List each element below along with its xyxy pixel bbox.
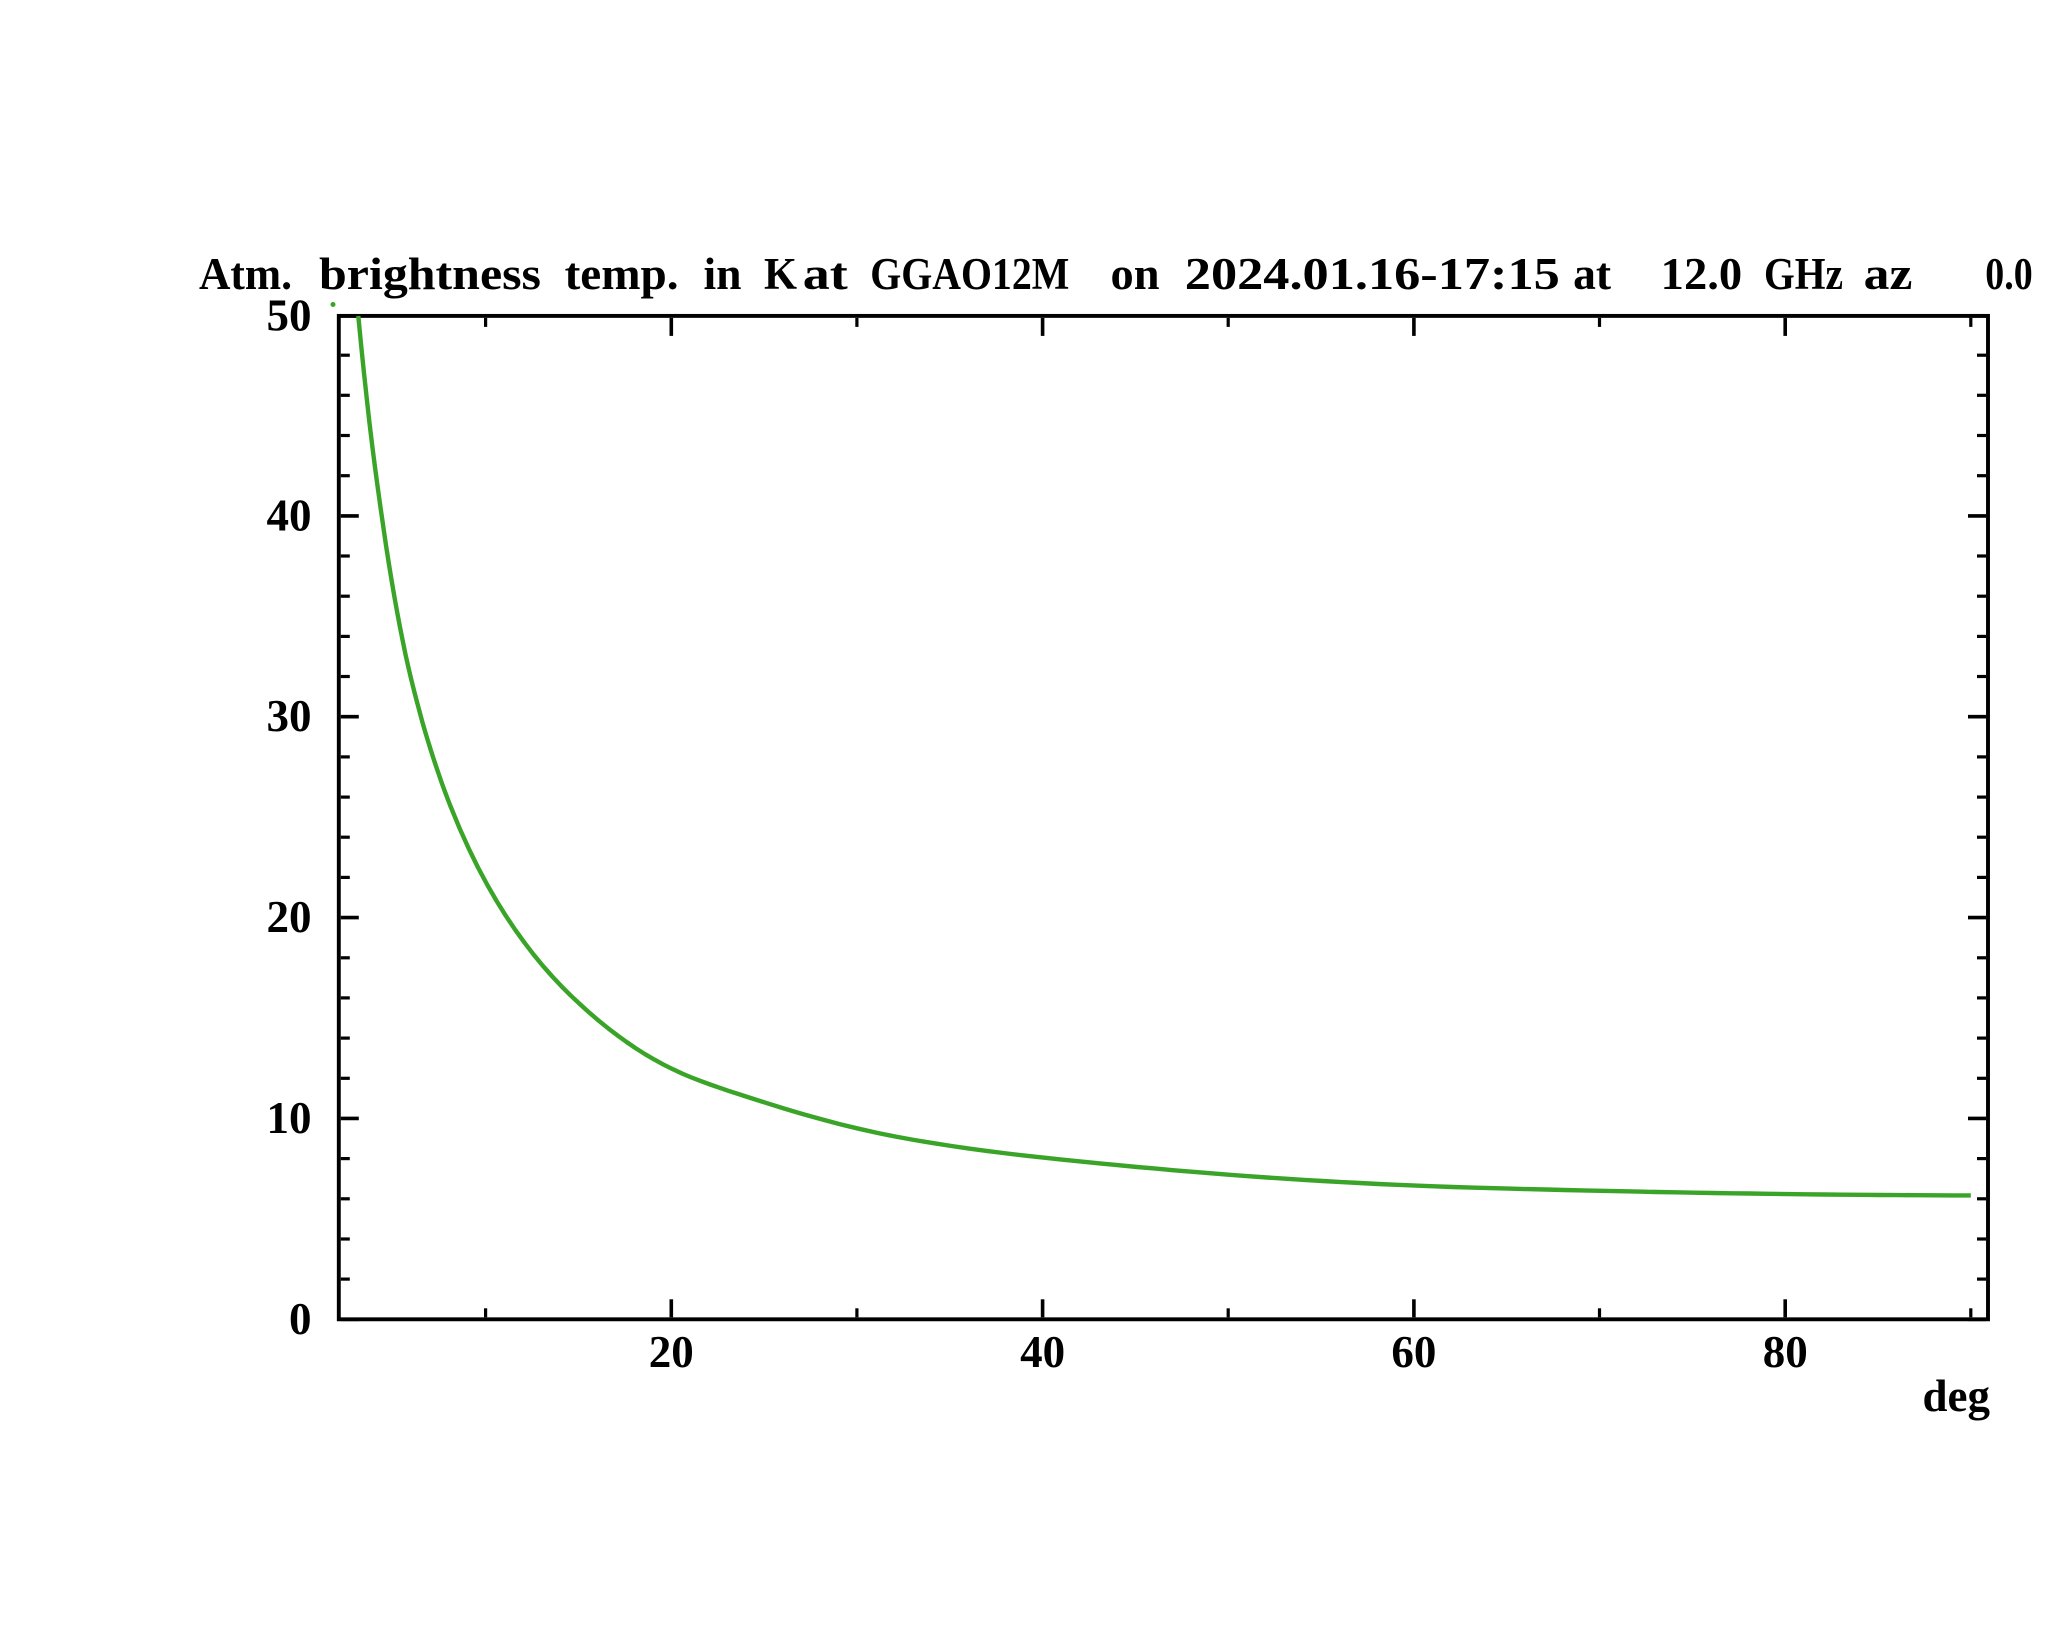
svg-text:deg: deg <box>1923 1371 1991 1421</box>
svg-text:in: in <box>704 249 742 299</box>
svg-text:10: 10 <box>267 1093 312 1143</box>
svg-text:20: 20 <box>267 892 312 942</box>
svg-text:2024.01.16-17:15: 2024.01.16-17:15 <box>1185 249 1560 299</box>
svg-text:0: 0 <box>289 1294 312 1344</box>
svg-text:at: at <box>803 249 848 299</box>
svg-text:30: 30 <box>267 691 312 741</box>
svg-text:0.0: 0.0 <box>1985 249 2032 299</box>
svg-text:Atm.: Atm. <box>199 249 292 299</box>
svg-text:brightness: brightness <box>319 249 541 299</box>
svg-text:12.0: 12.0 <box>1661 249 1742 299</box>
svg-text:40: 40 <box>267 490 312 540</box>
svg-text:80: 80 <box>1763 1327 1808 1377</box>
svg-text:temp.: temp. <box>565 249 679 299</box>
svg-text:on: on <box>1111 249 1160 299</box>
svg-text:50: 50 <box>267 290 312 340</box>
svg-text:az: az <box>1864 249 1913 299</box>
svg-text:K: K <box>764 249 797 299</box>
svg-text:20: 20 <box>649 1327 694 1377</box>
svg-text:GGAO12M: GGAO12M <box>870 249 1069 299</box>
svg-text:at: at <box>1573 249 1611 299</box>
svg-text:60: 60 <box>1391 1327 1436 1377</box>
svg-text:GHz: GHz <box>1764 249 1843 299</box>
svg-text:40: 40 <box>1020 1327 1065 1377</box>
